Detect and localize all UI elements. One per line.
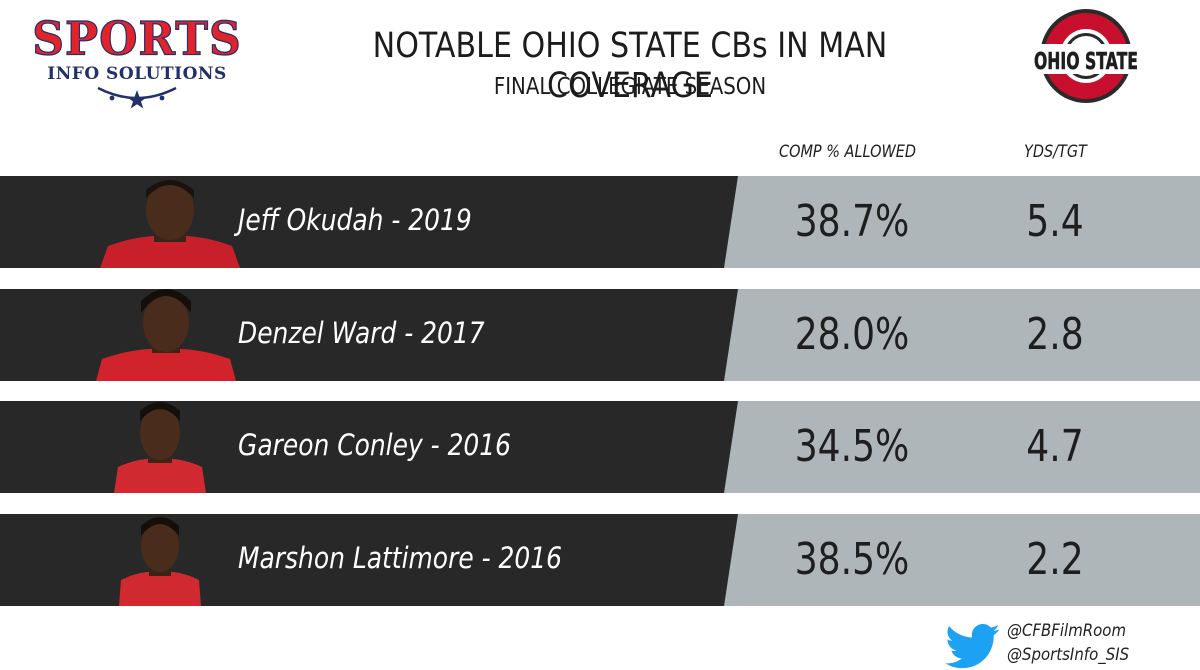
player-name: Marshon Lattimore - 2016 (238, 541, 562, 575)
comp-pct-value: 28.0% (794, 309, 910, 360)
osu-logo-text: OHIO STATE (1034, 49, 1138, 75)
player-name: Gareon Conley - 2016 (238, 428, 512, 462)
player-photo-lattimore (119, 517, 201, 606)
chart-title: NOTABLE OHIO STATE CBs IN MAN COVERAGE (372, 26, 888, 106)
comp-pct-value: 34.5% (794, 421, 910, 472)
twitter-bird-icon (945, 624, 1000, 669)
yds-per-target-value: 2.2 (1026, 534, 1084, 585)
table-row: Marshon Lattimore - 2016 38.5% 2.2 (0, 514, 1200, 606)
player-photo-ward (96, 289, 236, 381)
table-row: Jeff Okudah - 2019 38.7% 5.4 (0, 176, 1200, 268)
logo-tagline: INFO SOLUTIONS (47, 64, 227, 84)
column-header-yds-per-target: YDS/TGT (1024, 142, 1087, 162)
player-photo-okudah (100, 180, 240, 268)
logo-star-swoosh-icon (97, 86, 177, 109)
ohio-state-logo-icon: OHIO STATE (1032, 9, 1140, 103)
yds-per-target-value: 5.4 (1026, 196, 1084, 247)
table-row: Gareon Conley - 2016 34.5% 4.7 (0, 401, 1200, 493)
comp-pct-value: 38.5% (794, 534, 910, 585)
player-photo-conley (114, 402, 206, 493)
comp-pct-value: 38.7% (794, 196, 910, 247)
twitter-handle: @SportsInfo_SIS (1007, 645, 1130, 665)
table-row: Denzel Ward - 2017 28.0% 2.8 (0, 289, 1200, 381)
twitter-handle: @CFBFilmRoom (1007, 621, 1127, 641)
yds-per-target-value: 4.7 (1026, 421, 1084, 472)
logo-wordmark: SPORTS (32, 12, 242, 67)
chart-subtitle: FINAL COLLEGIATE SEASON (493, 74, 767, 100)
player-name: Denzel Ward - 2017 (238, 316, 485, 350)
yds-per-target-value: 2.8 (1026, 309, 1084, 360)
player-name: Jeff Okudah - 2019 (238, 203, 472, 237)
footer-credits: @CFBFilmRoom @SportsInfo_SIS (945, 620, 1195, 670)
column-header-comp-pct: COMP % ALLOWED (779, 142, 917, 162)
sports-info-solutions-logo: SPORTS INFO SOLUTIONS (28, 12, 246, 109)
